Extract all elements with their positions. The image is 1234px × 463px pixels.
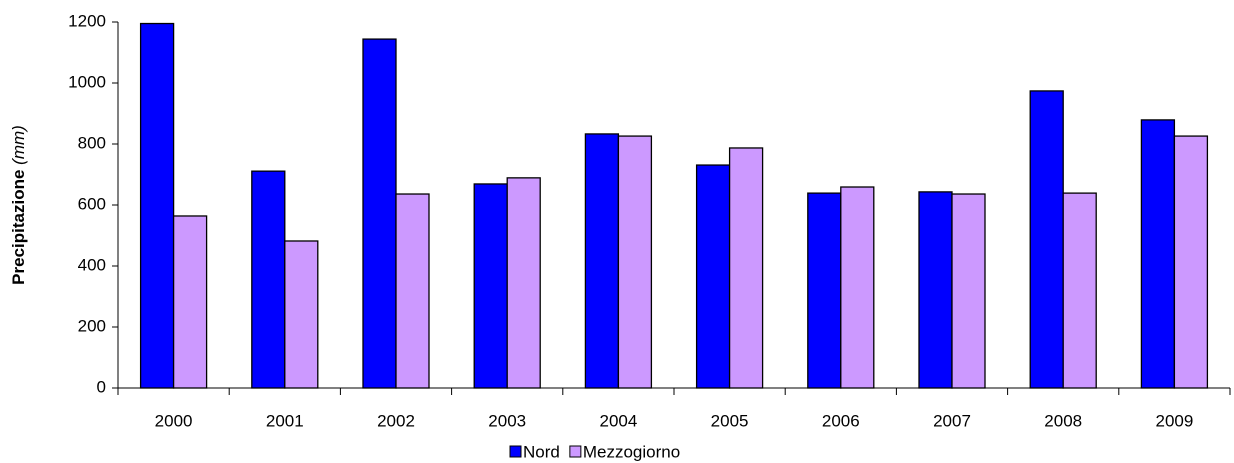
bar (695, 164, 731, 389)
bar (1173, 135, 1209, 389)
x-tick-label: 2000 (155, 411, 193, 430)
legend-swatch (509, 445, 522, 458)
bar (584, 133, 620, 389)
y-tick-label: 800 (78, 133, 106, 152)
bar (473, 183, 508, 389)
x-tick-label: 2005 (711, 411, 749, 430)
bar (1140, 119, 1176, 389)
x-tick-label: 2004 (599, 411, 637, 430)
y-tick-label: 1200 (68, 11, 106, 30)
x-tick-label: 2007 (933, 411, 971, 430)
y-tick-label: 600 (78, 194, 106, 213)
x-tick-label: 2003 (488, 411, 526, 430)
x-tick-label: 2001 (266, 411, 304, 430)
bar (284, 240, 319, 389)
bar (362, 38, 397, 389)
y-tick-label: 0 (97, 377, 106, 396)
y-tick-label: 400 (78, 255, 106, 274)
bar (840, 186, 875, 389)
bar (1062, 192, 1097, 389)
bar (139, 22, 175, 389)
y-label-unit: (mm) (9, 125, 28, 165)
bar (395, 193, 430, 389)
bar (1029, 90, 1064, 389)
bar (172, 215, 208, 389)
bar (918, 191, 953, 389)
y-tick-label: 1000 (68, 72, 106, 91)
bar (617, 135, 653, 389)
bar (728, 147, 764, 389)
y-tick-label: 200 (78, 316, 106, 335)
bar (251, 170, 286, 389)
x-tick-label: 2006 (822, 411, 860, 430)
legend-label: Mezzogiorno (583, 442, 680, 461)
bar (951, 193, 986, 389)
x-tick-label: 2008 (1044, 411, 1082, 430)
y-axis-title: Precipitazione (mm) (9, 125, 28, 285)
y-label: Precipitazione (9, 170, 28, 285)
bar (807, 192, 842, 389)
x-tick-label: 2002 (377, 411, 415, 430)
bar (506, 177, 541, 389)
legend-label: Nord (523, 442, 560, 461)
x-tick-label: 2009 (1155, 411, 1193, 430)
legend-swatch (569, 445, 582, 458)
